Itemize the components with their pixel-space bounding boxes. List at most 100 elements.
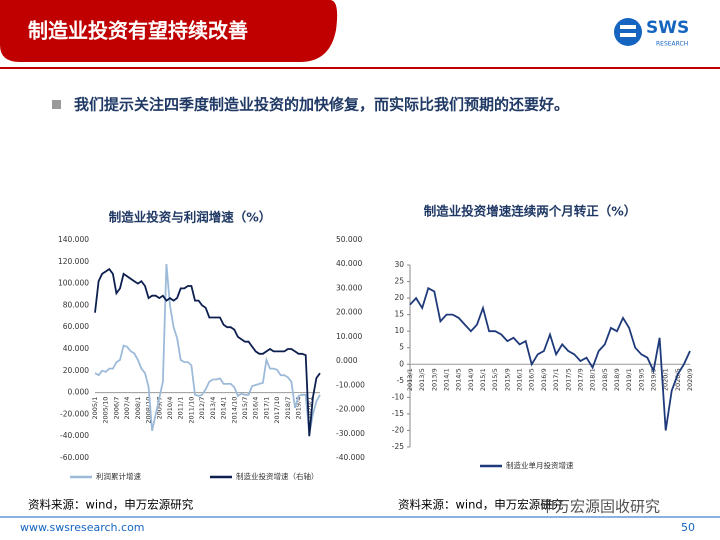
x-tick-label: 2015/7: [241, 397, 249, 420]
x-tick-label: 2015/9: [503, 368, 511, 391]
x-tick-label: 2009/7: [155, 397, 163, 420]
y-tick-label: 0.000: [68, 388, 90, 397]
x-tick-label: 2014/1: [443, 368, 451, 391]
x-tick-label: 2006/7: [112, 397, 120, 420]
x-tick-label: 2007/4: [123, 397, 131, 420]
y-tick-label: 5: [399, 343, 404, 352]
y2-tick-label: 20.000: [336, 308, 362, 317]
x-tick-label: 2018/1: [589, 368, 597, 391]
x-tick-label: 2014/1: [220, 397, 228, 420]
x-tick-label: 2011/10: [187, 397, 195, 424]
source-note: 资料来源：wind，申万宏源研究: [28, 498, 194, 512]
x-tick-label: 2020/1: [305, 397, 313, 420]
y2-tick-label: 10.000: [336, 332, 362, 341]
bullet-mark: [52, 100, 61, 109]
x-tick-label: 2015/1: [479, 368, 487, 391]
x-tick-label: 2010/4: [166, 397, 174, 420]
y-tick-label: -25: [392, 442, 404, 451]
y2-tick-label: 30.000: [336, 283, 362, 292]
x-tick-label: 2015/5: [491, 368, 499, 391]
y-tick-label: 20.000: [63, 366, 89, 375]
legend-label: 利润累计增速: [96, 471, 141, 481]
x-tick-label: 2016/5: [528, 368, 536, 391]
logo-sub: RESEARCH: [656, 41, 688, 48]
x-tick-label: 2005/1: [91, 397, 99, 420]
y2-tick-label: -20.000: [336, 405, 365, 414]
legend-label: 制造业投资增速（右轴）: [236, 471, 319, 481]
x-tick-label: 2018/9: [613, 368, 621, 391]
title-bar: [0, 0, 338, 62]
x-tick-label: 2014/9: [467, 368, 475, 391]
x-tick-label: 2017/5: [564, 368, 572, 391]
y-tick-label: 15: [394, 310, 404, 319]
footer-url: www.swsresearch.com: [20, 521, 145, 534]
x-tick-label: 2020/5: [674, 368, 682, 391]
x-tick-label: 2013/5: [418, 368, 426, 391]
x-tick-label: 2012/7: [198, 397, 206, 420]
x-tick-label: 2019/1: [625, 368, 633, 391]
y-tick-label: -10: [392, 392, 404, 401]
x-tick-label: 2016/1: [516, 368, 524, 391]
watermark: 申万宏源固收研究: [540, 498, 660, 516]
x-tick-label: 2008/1: [134, 397, 142, 420]
logo-icon: [614, 18, 642, 46]
logo-stripe: [620, 33, 636, 37]
page-number: 50: [681, 521, 695, 534]
x-tick-label: 2017/9: [576, 368, 584, 391]
slide-title: 制造业投资有望持续改善: [28, 19, 248, 43]
y2-tick-label: 50.000: [336, 235, 362, 244]
y2-tick-label: 40.000: [336, 259, 362, 268]
x-tick-label: 2018/7: [284, 397, 292, 420]
x-tick-label: 2013/9: [430, 368, 438, 391]
logo-text: SWS: [646, 18, 689, 38]
y2-tick-label: -30.000: [336, 429, 365, 438]
series-line: [409, 286, 691, 431]
y-tick-label: -15: [392, 409, 404, 418]
legend-label: 制造业单月投资增速: [506, 460, 574, 470]
x-tick-label: 2017/10: [273, 397, 281, 424]
x-tick-label: 2018/5: [601, 368, 609, 391]
y2-tick-label: -40.000: [336, 453, 365, 462]
x-tick-label: 2019/5: [637, 368, 645, 391]
x-tick-label: 2016/4: [252, 397, 260, 420]
x-tick-label: 2014/10: [230, 397, 238, 424]
chart-title: 制造业投资与利润增速（%）: [109, 210, 272, 225]
chart-title: 制造业投资增速连续两个月转正（%）: [424, 204, 637, 219]
x-tick-label: 2019/4: [295, 397, 303, 420]
series-line: [94, 267, 321, 437]
x-tick-label: 2020/1: [662, 368, 670, 391]
y-tick-label: -20: [392, 425, 404, 434]
x-tick-label: 2020/9: [686, 368, 694, 391]
x-tick-label: 2019/9: [649, 368, 657, 391]
y-tick-label: 80.000: [63, 300, 89, 309]
y-tick-label: 40.000: [63, 344, 89, 353]
y-tick-label: 0: [399, 359, 404, 368]
y2-tick-label: 0.000: [336, 356, 358, 365]
logo-stripe: [620, 25, 636, 29]
series-line: [94, 263, 321, 435]
y-tick-label: -5: [397, 376, 405, 385]
y-tick-label: 60.000: [63, 322, 89, 331]
y-tick-label: 100.000: [58, 279, 89, 288]
y-tick-label: 10: [394, 326, 404, 335]
y-tick-label: 20: [394, 293, 404, 302]
x-tick-label: 2005/10: [102, 397, 110, 424]
y-tick-label: 30: [394, 260, 404, 269]
x-tick-label: 2013/1: [406, 368, 414, 391]
x-tick-label: 2017/1: [552, 368, 560, 391]
x-tick-label: 2016/9: [540, 368, 548, 391]
y-tick-label: -60.000: [60, 453, 89, 462]
x-tick-label: 2008/10: [145, 397, 153, 424]
x-tick-label: 2014/5: [455, 368, 463, 391]
y-tick-label: 140.000: [58, 235, 89, 244]
source-note: 资料来源：wind，申万宏源研究: [398, 498, 564, 512]
x-tick-label: 2017/1: [262, 397, 270, 420]
y-tick-label: -20.000: [60, 409, 89, 418]
y-tick-label: 120.000: [58, 257, 89, 266]
bullet-text: 我们提示关注四季度制造业投资的加快修复，而实际比我们预期的还要好。: [74, 96, 569, 114]
y-tick-label: -40.000: [60, 431, 89, 440]
y2-tick-label: -10.000: [336, 380, 365, 389]
x-tick-label: 2011/1: [177, 397, 185, 420]
y-tick-label: 25: [394, 277, 404, 286]
